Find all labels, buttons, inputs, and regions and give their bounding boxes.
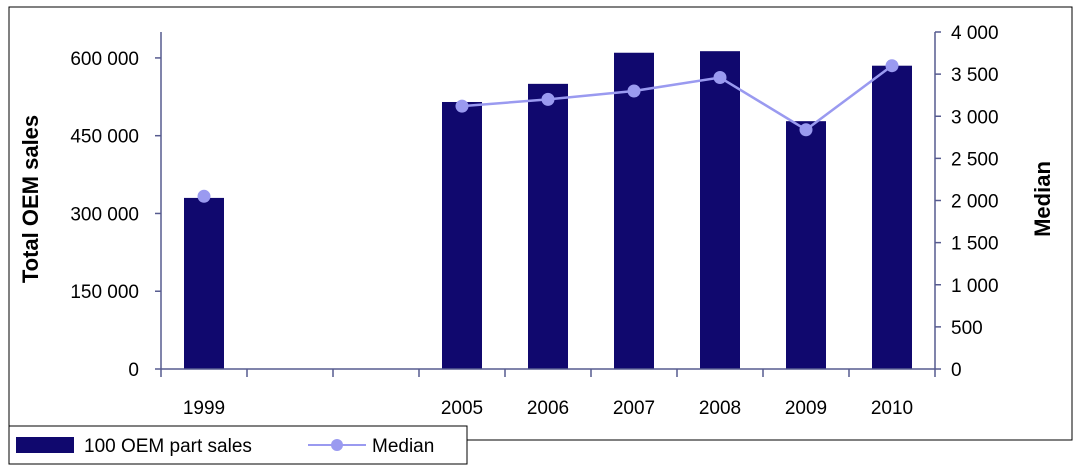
x-tick-label: 2010 (871, 398, 913, 419)
bar (786, 121, 826, 369)
legend-line-marker (331, 439, 343, 451)
median-point (799, 123, 813, 137)
median-line (461, 64, 893, 132)
x-axis-ticks: 1999 2005 2006 2007 2008 2009 2010 (160, 369, 936, 419)
right-tick-label: 3 000 (951, 107, 999, 128)
legend-bar-label: 100 OEM part sales (84, 436, 252, 457)
left-axis-title: Total OEM sales (18, 115, 43, 283)
left-tick-label: 600 000 (70, 49, 139, 70)
right-tick-label: 0 (951, 360, 962, 381)
x-tick-label: 2006 (527, 398, 569, 419)
bar-series (184, 51, 912, 370)
x-tick-label: 2008 (699, 398, 741, 419)
x-tick-label: 2009 (785, 398, 827, 419)
left-tick-label: 300 000 (70, 204, 139, 225)
median-point (455, 99, 469, 113)
right-tick-label: 1 000 (951, 276, 999, 297)
bar (442, 101, 482, 369)
median-point (197, 189, 211, 203)
right-tick-label: 1 500 (951, 234, 999, 255)
median-point (713, 70, 727, 84)
left-tick-label: 150 000 (70, 282, 139, 303)
x-tick-label: 2007 (613, 398, 655, 419)
legend-box (8, 425, 468, 465)
legend-line-label: Median (372, 436, 434, 457)
legend-bar-swatch (16, 437, 74, 453)
median-point (541, 92, 555, 106)
median-point (885, 59, 899, 73)
right-tick-label: 4 000 (951, 23, 999, 44)
bar (614, 52, 654, 369)
right-tick-label: 500 (951, 318, 983, 339)
left-axis-ticks: 0 150 000 300 000 450 000 600 000 (70, 49, 161, 381)
bar (872, 65, 912, 369)
right-tick-label: 3 500 (951, 65, 999, 86)
left-tick-label: 450 000 (70, 127, 139, 148)
right-axis-ticks: 0 500 1 000 1 500 2 000 2 500 3 000 3 500 4 000 (935, 23, 999, 381)
x-tick-label: 2005 (441, 398, 483, 419)
bar (184, 197, 224, 369)
x-tick-label: 1999 (183, 398, 225, 419)
right-tick-label: 2 500 (951, 149, 999, 170)
right-axis-title: Median (1030, 161, 1055, 237)
bar (528, 83, 568, 369)
right-tick-label: 2 000 (951, 192, 999, 213)
chart-frame (8, 6, 1073, 441)
legend: 100 OEM part sales Median (8, 425, 468, 465)
median-line-series (197, 59, 899, 203)
axes (160, 32, 936, 370)
median-point (627, 84, 641, 98)
left-tick-label: 0 (128, 360, 139, 381)
bar (700, 51, 740, 370)
